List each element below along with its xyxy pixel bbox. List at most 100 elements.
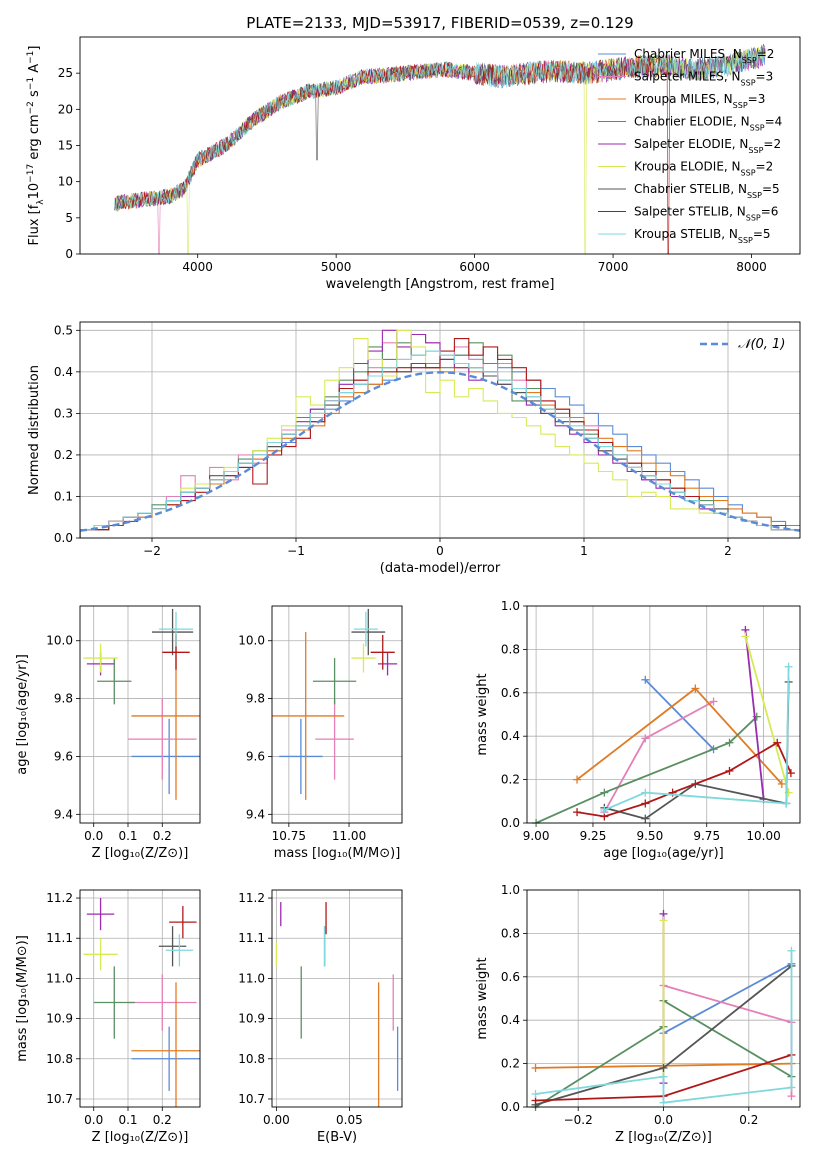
legend-count: =5	[753, 227, 771, 241]
x-tick-label: 0.1	[118, 1113, 137, 1127]
y-tick-label: 25	[58, 66, 73, 80]
y-tick-label: 10	[58, 175, 73, 189]
axes-frame	[526, 605, 801, 824]
legend-subscript: SSP	[750, 123, 765, 132]
y-tick-label: 0.6	[501, 686, 520, 700]
y-tick-label: 0.8	[501, 642, 520, 656]
y-tick-label: 10.8	[238, 1052, 265, 1066]
y-tick-label: 0.0	[501, 816, 520, 830]
x-tick-label: 4000	[182, 260, 213, 274]
mass-vs-ebv-panel: 0.00 0.05 10.7 10.8 10.9 11.0 11.1 11.2 E(B-V)	[238, 889, 403, 1145]
legend-entry: Kroupa MILES, NSSP=3	[634, 92, 765, 110]
y-axis-label-part: −1	[26, 51, 36, 64]
y-tick-label: 10.7	[46, 1092, 73, 1106]
y-axis-label-part: s	[27, 90, 42, 101]
legend-count: =2	[757, 47, 775, 61]
x-tick-label: 9.75	[693, 829, 720, 843]
weight-vs-age-panel: 9.00 9.25 9.50 9.75 10.00 0.0 0.2 0.4 0.6 0.8 1.0 a…	[475, 599, 801, 861]
y-tick-label: 15	[58, 139, 73, 153]
legend-count: =2	[756, 160, 774, 174]
x-tick-label: 10.00	[746, 829, 780, 843]
y-tick-label: 0.6	[501, 970, 520, 984]
y-tick-label: 0.4	[54, 365, 73, 379]
y-axis-label-part: erg cm	[27, 114, 42, 163]
legend-count: =5	[762, 182, 780, 196]
legend-count: =3	[756, 70, 774, 84]
legend-subscript: SSP	[741, 168, 756, 177]
y-tick-label: 0.2	[501, 773, 520, 787]
legend-text: Salpeter ELODIE, N	[634, 137, 748, 151]
x-tick-label: 10.75	[272, 829, 306, 843]
legend-subscript: SSP	[746, 213, 761, 222]
y-tick-label: 0.1	[54, 489, 73, 503]
y-tick-label: 10.7	[238, 1092, 265, 1106]
legend-text: Salpeter STELIB, N	[634, 205, 746, 219]
y-tick-label: 20	[58, 102, 73, 116]
y-axis-label: mass weight	[475, 957, 490, 1039]
axes-frame	[79, 605, 201, 824]
weight-line-salpeter_miles	[663, 984, 793, 1097]
axes-frame	[526, 889, 801, 1108]
mass-vs-metallicity-panel: 0.0 0.1 0.2 10.7 10.8 10.9 11.0 11.1 11.2 Z [log₁…	[15, 889, 201, 1145]
y-tick-label: 0.4	[501, 1013, 520, 1027]
y-tick-label: 0.4	[501, 729, 520, 743]
histogram-step-kroupa_elodie	[80, 329, 800, 538]
y-axis-label: mass [log₁₀(M/M⊙)]	[15, 935, 30, 1062]
x-tick-label: 0.1	[118, 829, 137, 843]
weight-line-chabrier_miles	[663, 963, 792, 1034]
x-tick-label: 0.05	[336, 1113, 363, 1127]
x-tick-label: 9.25	[580, 829, 607, 843]
y-tick-label: 1.0	[501, 599, 520, 613]
x-tick-label: 8000	[736, 260, 767, 274]
legend-entry: Kroupa ELODIE, NSSP=2	[634, 160, 773, 178]
legend-subscript: SSP	[748, 146, 763, 155]
y-tick-label: 11.2	[46, 891, 73, 905]
axes-frame	[79, 36, 801, 255]
weight-line-kroupa_stelib	[604, 666, 790, 811]
axes-frame	[271, 605, 403, 824]
y-tick-label: 10.9	[46, 1012, 73, 1026]
legend-entry: Salpeter ELODIE, NSSP=2	[634, 137, 781, 155]
y-axis-label-part: 10	[27, 183, 42, 200]
y-tick-label: 10.0	[46, 634, 73, 648]
axes-frame	[79, 321, 801, 539]
legend-count: =4	[765, 115, 783, 129]
legend-text: Chabrier ELODIE, N	[634, 115, 750, 129]
y-axis-label-part: −2	[26, 101, 36, 114]
y-tick-label: 9.6	[54, 749, 73, 763]
y-tick-label: 9.4	[246, 807, 265, 821]
x-tick-label: 0.2	[153, 1113, 172, 1127]
x-tick-label: 0.0	[84, 1113, 103, 1127]
y-tick-label: 0.5	[54, 323, 73, 337]
y-tick-label: 0.2	[54, 448, 73, 462]
legend-count: =3	[748, 92, 766, 106]
y-axis-label-part: λ	[36, 199, 46, 205]
x-tick-label: 7000	[598, 260, 629, 274]
x-tick-label: 9.00	[523, 829, 550, 843]
y-axis-label-part: A	[27, 64, 42, 77]
x-tick-label: 0.2	[739, 1113, 758, 1127]
legend-entry: Chabrier STELIB, NSSP=5	[634, 182, 780, 200]
legend-subscript: SSP	[747, 191, 762, 200]
legend-subscript: SSP	[733, 101, 748, 110]
y-tick-label: 9.4	[54, 807, 73, 821]
figure-title: PLATE=2133, MJD=53917, FIBERID=0539, z=0…	[246, 14, 633, 32]
x-tick-label: 1	[580, 544, 588, 558]
x-tick-label: 2	[724, 544, 732, 558]
x-tick-label: 0.00	[263, 1113, 290, 1127]
y-tick-label: 11.0	[46, 971, 73, 985]
x-tick-label: −1	[287, 544, 305, 558]
legend-text: Kroupa MILES, N	[634, 92, 733, 106]
spectrum-line-kroupa_stelib	[114, 45, 766, 212]
y-axis-label: Normed distribution	[27, 365, 42, 495]
legend-count: =2	[763, 137, 781, 151]
weight-line-chabrier_miles	[644, 679, 715, 750]
y-axis-label-part: −1	[26, 77, 36, 90]
legend-text: Chabrier STELIB, N	[634, 182, 747, 196]
weight-line-salpeter_miles	[603, 700, 714, 813]
axes-frame	[79, 889, 201, 1108]
legend-entry: Chabrier MILES, NSSP=2	[634, 47, 774, 65]
y-tick-label: 10.9	[238, 1012, 265, 1026]
x-tick-label: 9.50	[636, 829, 663, 843]
x-tick-label: 0.0	[84, 829, 103, 843]
